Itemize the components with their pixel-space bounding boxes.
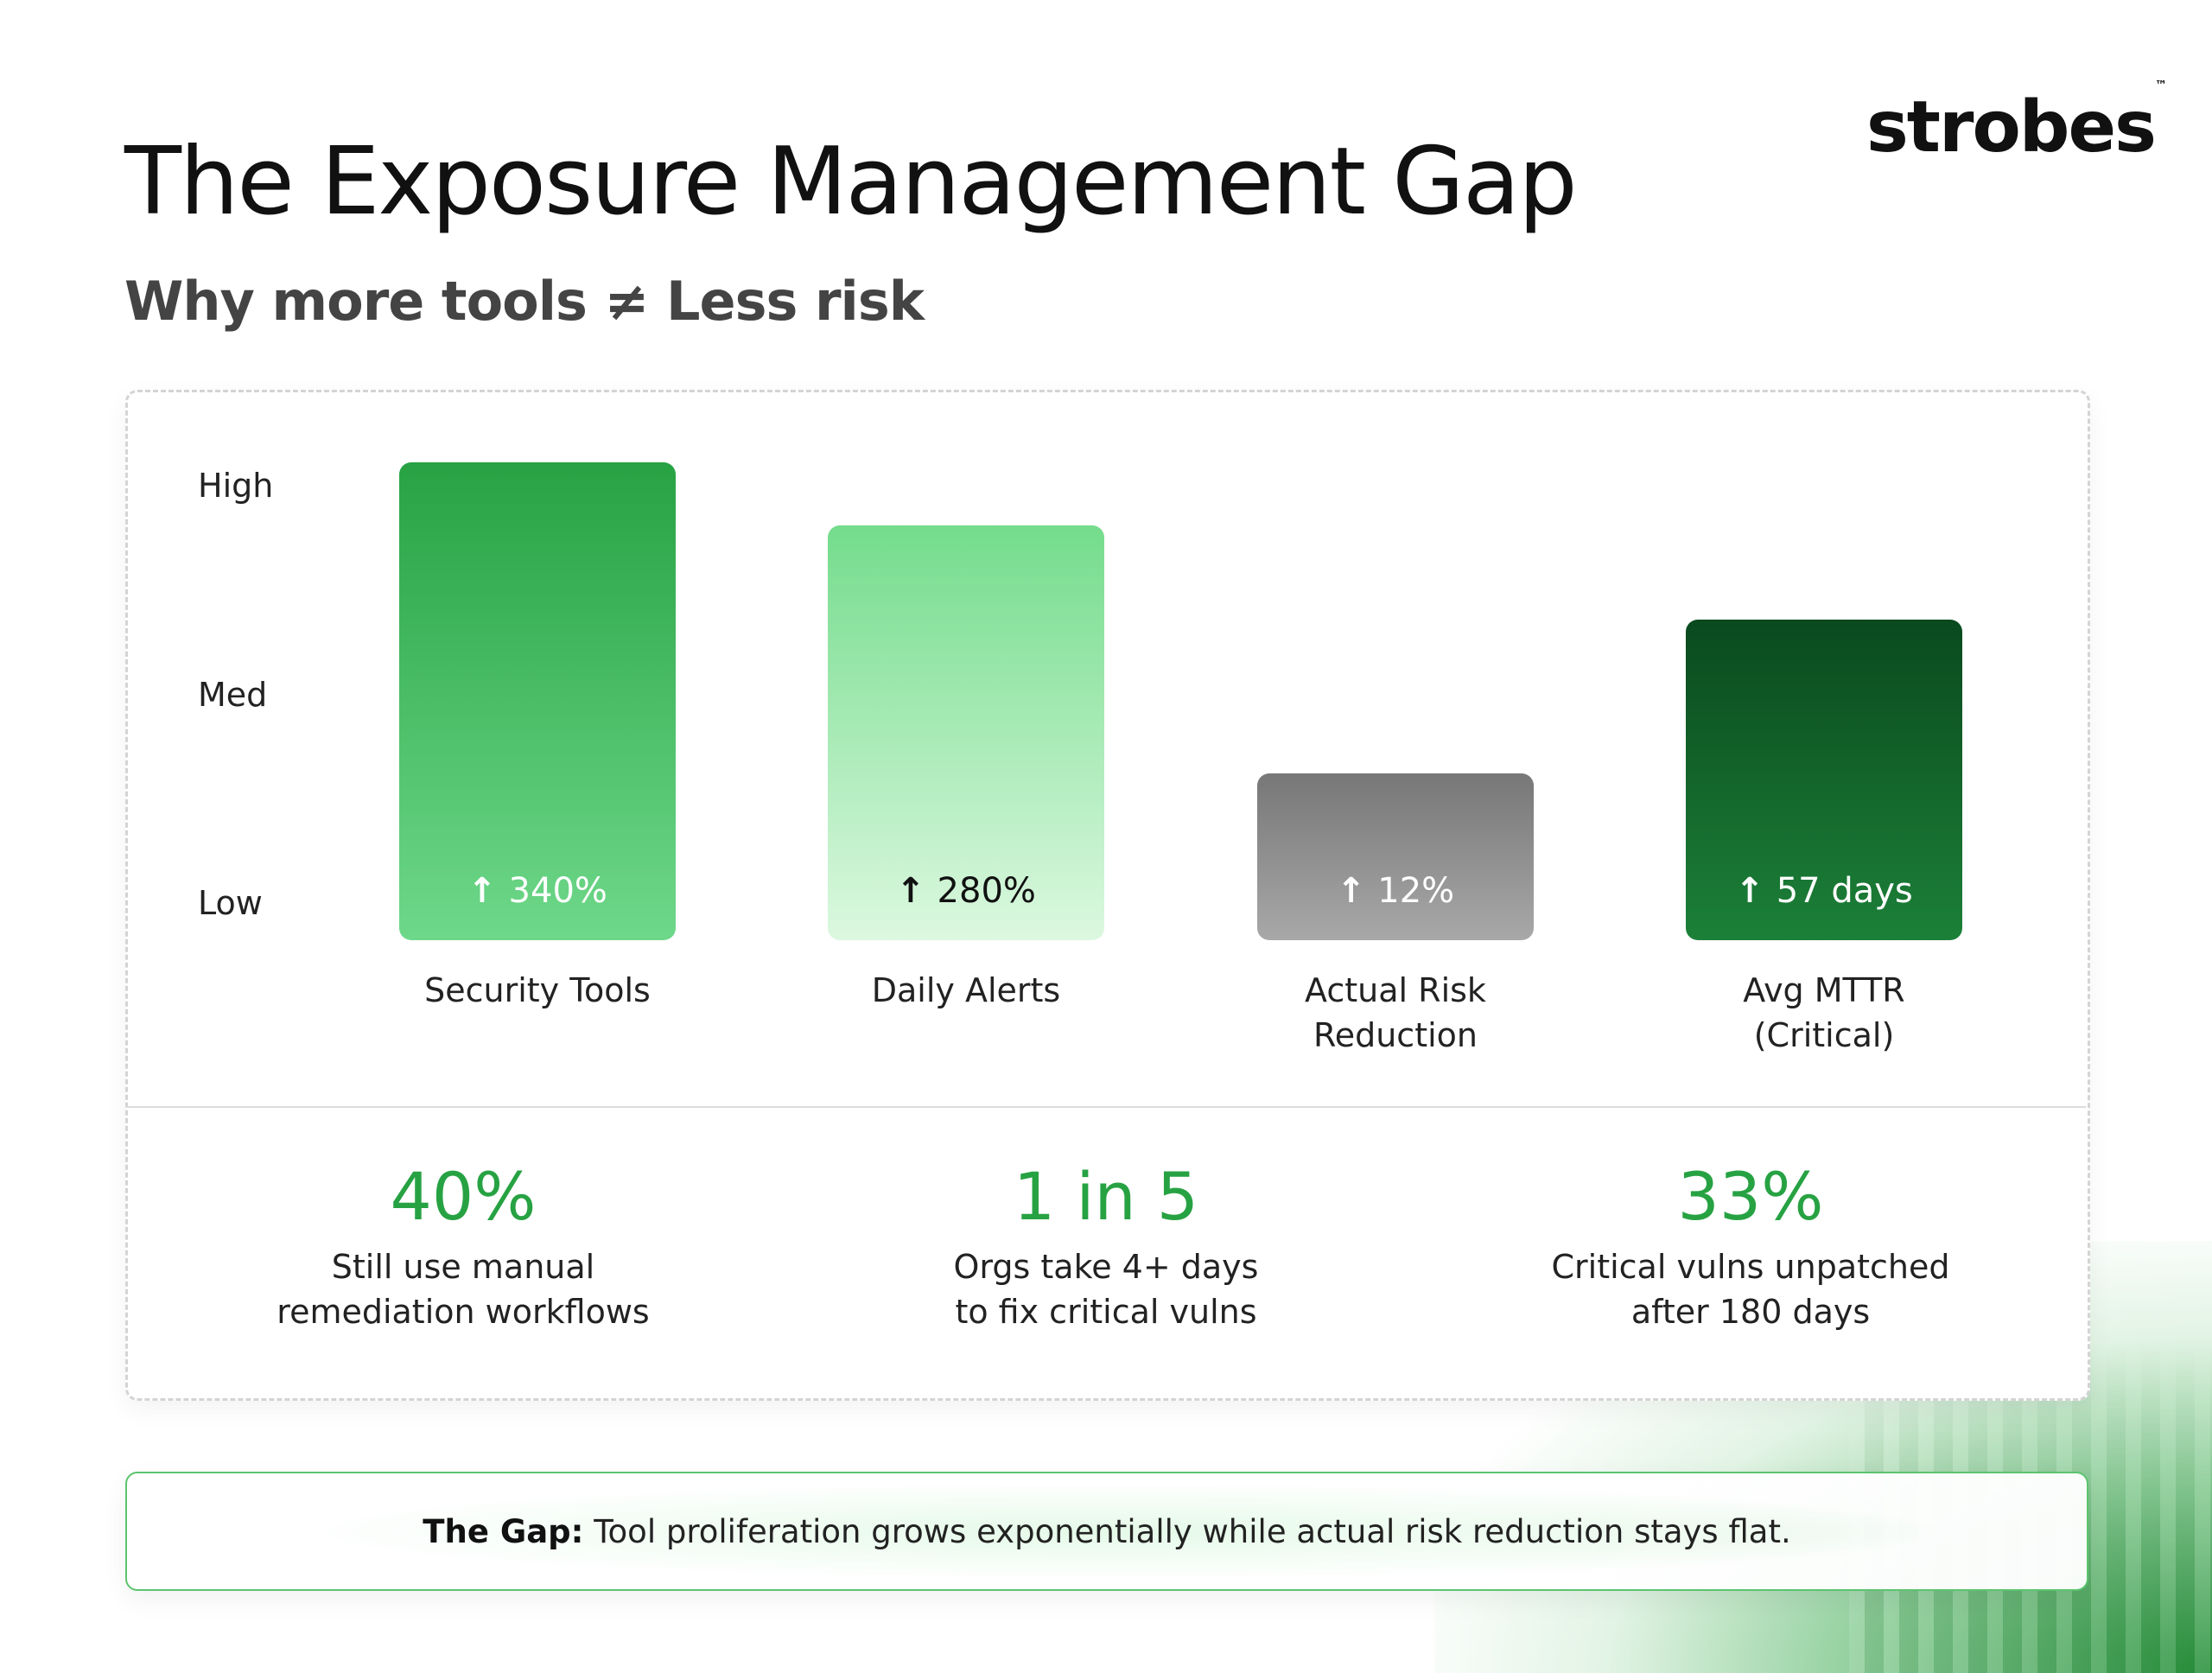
bar-value: 57 days bbox=[1776, 871, 1913, 912]
page-title: The Exposure Management Gap bbox=[124, 128, 1578, 236]
stat-value: 1 in 5 bbox=[1013, 1158, 1199, 1235]
bar-3 bbox=[1257, 773, 1534, 941]
stat-item: 33% Critical vulns unpatched after 180 day… bbox=[1448, 1158, 2053, 1334]
strobes-logo: strobes™ bbox=[1866, 79, 2167, 169]
y-tick-label-med: Med bbox=[198, 675, 268, 714]
bar-data-label: ↑ 280% bbox=[828, 871, 1104, 911]
stat-description-line: after 180 days bbox=[1630, 1293, 1871, 1331]
stat-item: 40% Still use manual remediation workflows bbox=[161, 1158, 766, 1334]
banner-label: The Gap: bbox=[423, 1512, 584, 1550]
logo-tm: ™ bbox=[2154, 78, 2167, 92]
y-tick-label-low: Low bbox=[198, 884, 263, 922]
gap-banner: The Gap: Tool proliferation grows expone… bbox=[125, 1472, 2088, 1591]
category-label-line: Security Tools bbox=[424, 971, 651, 1010]
stat-description-line: Critical vulns unpatched bbox=[1551, 1248, 1950, 1286]
stat-description-line: Still use manual bbox=[331, 1248, 595, 1286]
category-label-line: Reduction bbox=[1313, 1016, 1478, 1055]
stat-description-line: to fix critical vulns bbox=[955, 1293, 1257, 1331]
category-label: Avg MTTR (Critical) bbox=[1643, 968, 2005, 1058]
stat-description: Orgs take 4+ days to fix critical vulns bbox=[804, 1244, 1408, 1334]
stat-description-line: Orgs take 4+ days bbox=[953, 1248, 1259, 1286]
category-label: Security Tools bbox=[356, 968, 719, 1013]
stat-value: 40% bbox=[390, 1158, 537, 1235]
stat-description: Still use manual remediation workflows bbox=[161, 1244, 766, 1334]
stat-description-line: remediation workflows bbox=[276, 1293, 650, 1331]
bar-1 bbox=[399, 462, 676, 941]
category-label: Daily Alerts bbox=[785, 968, 1147, 1013]
bar-data-label: ↑ 340% bbox=[399, 871, 676, 911]
logo-text: strobes bbox=[1866, 86, 2157, 169]
bar-data-label: ↑ 12% bbox=[1257, 871, 1534, 911]
category-label-line: (Critical) bbox=[1753, 1016, 1895, 1055]
stat-description: Critical vulns unpatched after 180 days bbox=[1448, 1244, 2053, 1334]
arrow-up-icon: ↑ bbox=[1336, 871, 1378, 912]
stat-value: 33% bbox=[1677, 1158, 1824, 1235]
bar-value: 340% bbox=[508, 871, 607, 912]
category-label-line: Daily Alerts bbox=[871, 971, 1061, 1010]
category-label: Actual Risk Reduction bbox=[1214, 968, 1577, 1058]
category-label-line: Actual Risk bbox=[1305, 971, 1486, 1010]
page-subtitle: Why more tools ≠ Less risk bbox=[124, 270, 925, 333]
bar-4 bbox=[1686, 619, 1962, 941]
banner-text: Tool proliferation grows exponentially w… bbox=[583, 1512, 1791, 1550]
category-label-line: Avg MTTR bbox=[1743, 971, 1905, 1010]
arrow-up-icon: ↑ bbox=[467, 871, 509, 912]
arrow-up-icon: ↑ bbox=[1735, 871, 1777, 912]
bar-data-label: ↑ 57 days bbox=[1686, 871, 1962, 911]
stat-item: 1 in 5 Orgs take 4+ days to fix critical v… bbox=[804, 1158, 1408, 1334]
bar-value: 280% bbox=[937, 871, 1036, 912]
bar-value: 12% bbox=[1377, 871, 1455, 912]
y-tick-label-high: High bbox=[198, 467, 274, 505]
arrow-up-icon: ↑ bbox=[896, 871, 938, 912]
bar-2 bbox=[828, 525, 1104, 941]
card-divider bbox=[126, 1106, 2086, 1108]
